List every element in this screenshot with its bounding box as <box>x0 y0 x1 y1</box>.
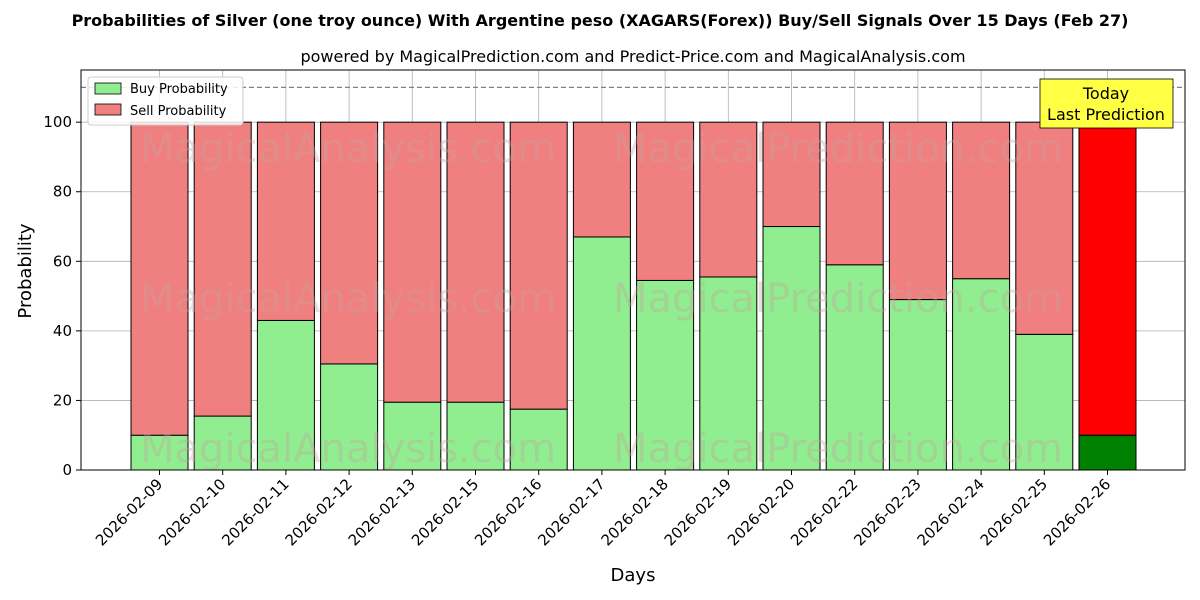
legend-label-buy: Buy Probability <box>130 82 228 97</box>
chart-subtitle: powered by MagicalPrediction.com and Pre… <box>300 47 965 66</box>
bar-buy <box>256 319 315 471</box>
bar-buy <box>572 236 631 471</box>
legend: Buy Probability Sell Probability <box>87 76 244 126</box>
legend-box <box>87 76 244 126</box>
bar-sell <box>825 121 884 266</box>
x-tick-label: 2026-02-15 <box>408 475 482 549</box>
x-tick-label: 2026-02-22 <box>787 475 861 549</box>
chart-title: Probabilities of Silver (one troy ounce)… <box>72 11 1129 30</box>
today-annotation-line-1: Today <box>1082 84 1129 103</box>
x-tick-label: 2026-02-13 <box>345 475 419 549</box>
bar-sell <box>509 121 568 410</box>
x-tick-label: 2026-02-24 <box>914 475 988 549</box>
y-tick-label: 20 <box>53 391 72 409</box>
x-tick-label: 2026-02-16 <box>471 475 545 549</box>
x-tick-label: 2026-02-17 <box>534 475 608 549</box>
bar-sell <box>446 121 505 403</box>
bar-sell <box>130 121 189 436</box>
x-tick-label: 2026-02-26 <box>1040 475 1114 549</box>
plot-frame <box>80 69 1186 471</box>
today-annotation: Today Last Prediction <box>1039 78 1174 129</box>
x-tick-label: 2026-02-10 <box>155 475 229 549</box>
bar-buy <box>446 401 505 471</box>
today-annotation-box <box>1039 78 1174 129</box>
bar-buy <box>825 264 884 471</box>
legend-label-sell: Sell Probability <box>130 104 227 119</box>
bar-buy <box>699 276 758 471</box>
y-tick-label: 40 <box>53 322 72 340</box>
bar-sell <box>1078 121 1137 436</box>
bar-sell <box>256 121 315 321</box>
y-axis-label: Probability <box>15 223 36 318</box>
bar-buy <box>383 401 442 471</box>
x-axis-ticks: 2026-02-092026-02-102026-02-112026-02-12… <box>92 470 1114 549</box>
bar-sell <box>952 121 1011 280</box>
x-tick-label: 2026-02-09 <box>92 475 166 549</box>
bar-sell <box>572 121 631 238</box>
legend-swatch-buy <box>94 82 122 95</box>
bar-sell <box>636 121 695 281</box>
x-tick-label: 2026-02-18 <box>598 475 672 549</box>
bar-buy <box>193 415 252 471</box>
bar-buy <box>1078 434 1137 471</box>
watermark-text: MagicalAnalysis.com <box>140 426 556 472</box>
x-tick-label: 2026-02-20 <box>724 475 798 549</box>
bar-buy <box>762 226 821 471</box>
y-tick-label: 0 <box>62 461 72 479</box>
bar-sell <box>1015 121 1074 335</box>
bars <box>130 121 1137 471</box>
y-tick-label: 60 <box>53 252 72 270</box>
watermark-text: MagicalPrediction.com <box>613 126 1063 172</box>
bar-buy <box>636 279 695 471</box>
x-tick-label: 2026-02-12 <box>282 475 356 549</box>
bar-buy <box>888 299 947 471</box>
plot-area: MagicalAnalysis.com MagicalPrediction.com… <box>80 69 1186 472</box>
legend-swatch-sell <box>94 103 122 116</box>
bar-buy <box>509 408 568 471</box>
bar-sell <box>699 121 758 278</box>
y-tick-label: 100 <box>43 113 72 131</box>
bar-sell <box>383 121 442 403</box>
watermark-text: MagicalPrediction.com <box>613 426 1063 472</box>
watermark-text: MagicalAnalysis.com <box>140 276 556 322</box>
x-tick-label: 2026-02-11 <box>218 475 292 549</box>
bar-sell <box>888 121 947 301</box>
bar-sell <box>320 121 379 365</box>
bar-sell <box>762 121 821 228</box>
watermark-text: MagicalAnalysis.com <box>140 126 556 172</box>
y-axis-ticks: 0 20 40 60 80 100 <box>43 113 81 479</box>
x-tick-label: 2026-02-23 <box>850 475 924 549</box>
today-annotation-line-2: Last Prediction <box>1047 105 1165 124</box>
y-tick-label: 80 <box>53 183 72 201</box>
x-tick-label: 2026-02-19 <box>661 475 735 549</box>
watermarks: MagicalAnalysis.com MagicalPrediction.com… <box>140 126 1063 472</box>
bar-buy <box>320 363 379 471</box>
watermark-text: MagicalPrediction.com <box>613 276 1063 322</box>
x-axis-label: Days <box>611 565 656 586</box>
x-tick-label: 2026-02-25 <box>977 475 1051 549</box>
